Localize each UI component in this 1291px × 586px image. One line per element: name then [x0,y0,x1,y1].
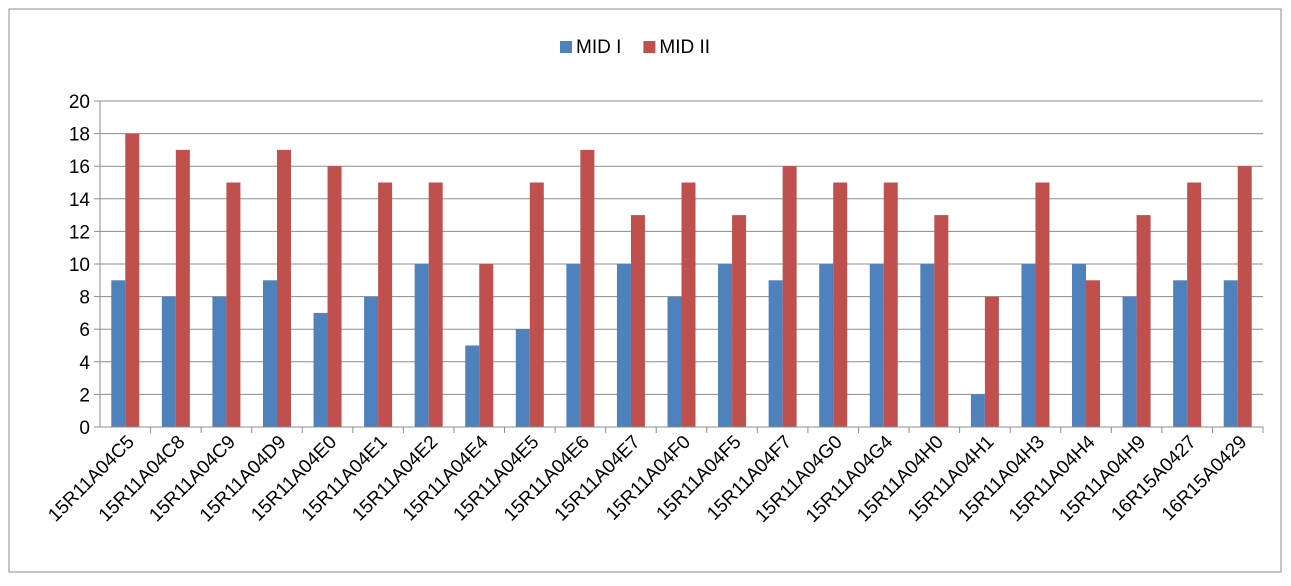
bar-mid-i [262,280,277,427]
legend: MID I MID II [560,37,710,58]
bar-mid-i [1072,264,1087,427]
y-tick-label: 12 [69,222,90,243]
bar-mid-ii [782,166,797,427]
y-tick-label: 14 [69,190,91,211]
bar-mid-ii [984,296,999,427]
bar-mid-i [111,280,126,427]
bar-mid-ii [1035,182,1050,427]
bar-mid-i [465,345,480,427]
bar-mid-ii [732,215,747,427]
bar-mid-ii [327,166,342,427]
bar-mid-i [616,264,631,427]
bar-mid-ii [529,182,544,427]
bar-mid-i [414,264,429,427]
bar-mid-ii [681,182,696,427]
bar-mid-i [1173,280,1188,427]
bar-mid-ii [428,182,443,427]
y-tick-label: 8 [79,288,90,309]
axes [94,100,1264,433]
bar-mid-ii [1237,166,1252,427]
bar-mid-ii [276,149,291,427]
y-tick-label: 2 [79,385,90,406]
bar-mid-ii [934,215,949,427]
bar-mid-i [768,280,783,427]
bar-mid-i [212,296,227,427]
bar-mid-i [1021,264,1036,427]
bar-mid-i [819,264,834,427]
bar-mid-i [364,296,379,427]
bar-mid-ii [125,133,140,427]
bar-mid-ii [226,182,241,427]
bar-mid-i [313,312,328,427]
bar-mid-i [920,264,935,427]
bar-mid-i [566,264,581,427]
bar-mid-i [718,264,733,427]
bar-mid-ii [1187,182,1202,427]
legend-label: MID II [659,37,710,58]
bar-mid-i [161,296,176,427]
gridlines [100,100,1263,395]
bar-mid-i [515,329,530,427]
bar-mid-i [869,264,884,427]
y-axis-tick-labels: 0 2 4 6 8 10 12 14 16 18 20 [69,92,91,439]
legend-label: MID I [576,37,621,58]
bar-mid-i [1223,280,1238,427]
bar-mid-i [667,296,682,427]
chart-frame [8,8,1282,573]
bar-mid-ii [1136,215,1151,427]
y-tick-label: 18 [69,125,90,146]
y-tick-label: 6 [79,320,90,341]
bar-mid-ii [883,182,898,427]
legend-swatch [560,41,572,53]
bars [111,133,1252,427]
y-tick-label: 10 [69,255,90,276]
y-tick-label: 20 [69,92,90,113]
y-tick-label: 0 [79,418,90,439]
legend-swatch [643,41,656,53]
bar-mid-ii [630,215,645,427]
bar-mid-ii [833,182,848,427]
bar-mid-ii [1086,280,1101,427]
bar-mid-i [970,394,985,427]
bar-mid-ii [175,149,190,427]
bar-mid-ii [580,149,595,427]
bar-mid-i [1122,296,1137,427]
y-tick-label: 16 [69,157,90,178]
bar-mid-ii [378,182,393,427]
bar-mid-ii [479,264,494,427]
y-tick-label: 4 [79,353,90,374]
